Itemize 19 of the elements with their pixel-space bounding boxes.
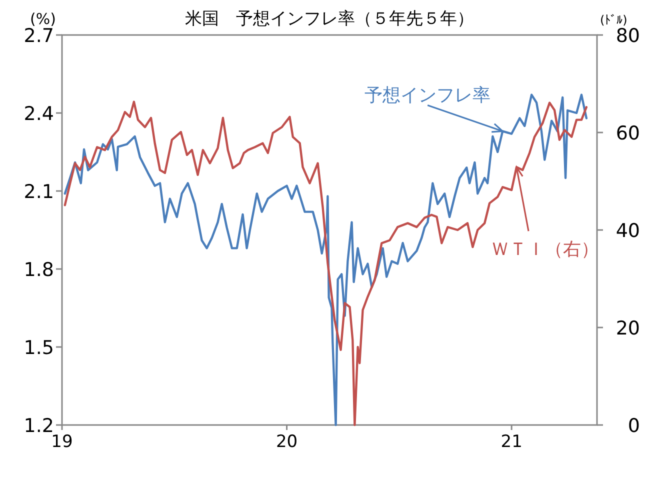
y2-tick-label: 40 [616, 220, 640, 242]
chart-title: 米国 予想インフレ率（５年先５年） [185, 9, 474, 29]
series-label: 予想インフレ率 [364, 85, 491, 106]
x-tick-label: 21 [500, 432, 522, 452]
y-tick-label: 1.5 [24, 337, 54, 359]
y-tick-label: 2.7 [24, 25, 54, 47]
y2-axis-title: (ﾄﾞﾙ) [600, 13, 628, 27]
x-tick-label: 20 [276, 432, 298, 452]
y-tick-label: 1.8 [24, 259, 54, 281]
y-tick-label: 2.1 [24, 181, 54, 203]
y2-tick-label: 20 [616, 318, 640, 340]
y2-tick-label: 80 [616, 25, 640, 47]
y-tick-label: 2.4 [24, 103, 54, 125]
y-axis-title: (%) [30, 10, 56, 28]
series-label: ＷＴＩ（右） [491, 239, 599, 260]
y2-tick-label: 60 [616, 122, 640, 144]
y2-tick-label: 0 [628, 415, 640, 437]
x-tick-label: 19 [51, 432, 73, 452]
y-tick-label: 1.2 [24, 415, 54, 437]
